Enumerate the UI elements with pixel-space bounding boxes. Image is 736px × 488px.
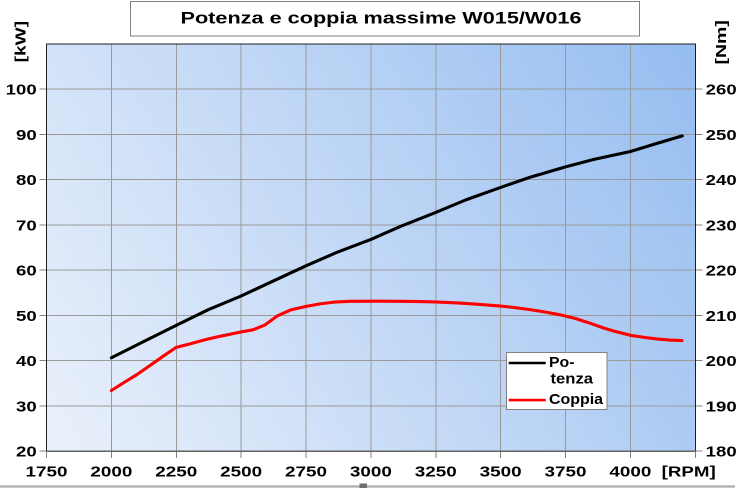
- svg-text:4000: 4000: [609, 464, 651, 481]
- svg-text:200: 200: [706, 353, 736, 370]
- svg-text:3500: 3500: [480, 464, 522, 481]
- svg-text:70: 70: [16, 217, 37, 234]
- svg-text:80: 80: [16, 172, 37, 189]
- svg-text:30: 30: [16, 398, 37, 415]
- svg-text:2000: 2000: [90, 464, 132, 481]
- svg-text:190: 190: [706, 398, 736, 415]
- svg-text:50: 50: [16, 308, 37, 325]
- svg-text:2500: 2500: [220, 464, 262, 481]
- svg-text:[kW]: [kW]: [13, 21, 30, 63]
- svg-text:Coppia: Coppia: [549, 391, 604, 408]
- svg-text:230: 230: [706, 217, 736, 234]
- svg-text:220: 220: [706, 263, 736, 280]
- svg-text:3250: 3250: [415, 464, 457, 481]
- svg-text:90: 90: [16, 127, 37, 144]
- svg-text:60: 60: [16, 263, 37, 280]
- svg-text:20: 20: [16, 444, 37, 461]
- svg-text:3000: 3000: [350, 464, 392, 481]
- svg-text:2750: 2750: [285, 464, 327, 481]
- svg-text:2250: 2250: [155, 464, 197, 481]
- svg-text:210: 210: [706, 308, 736, 325]
- svg-text:[Nm]: [Nm]: [713, 20, 730, 65]
- svg-text:tenza: tenza: [551, 370, 594, 387]
- svg-text:240: 240: [706, 172, 736, 189]
- svg-text:40: 40: [16, 353, 37, 370]
- svg-text:3750: 3750: [545, 464, 587, 481]
- svg-text:180: 180: [706, 444, 736, 461]
- svg-text:Potenza e coppia massime W015/: Potenza e coppia massime W015/W016: [181, 9, 582, 28]
- svg-text:100: 100: [6, 82, 37, 99]
- svg-text:[RPM]: [RPM]: [662, 464, 716, 481]
- svg-text:260: 260: [706, 82, 736, 99]
- svg-text:Po-: Po-: [549, 354, 575, 371]
- svg-text:250: 250: [706, 127, 736, 144]
- svg-text:1750: 1750: [26, 464, 68, 481]
